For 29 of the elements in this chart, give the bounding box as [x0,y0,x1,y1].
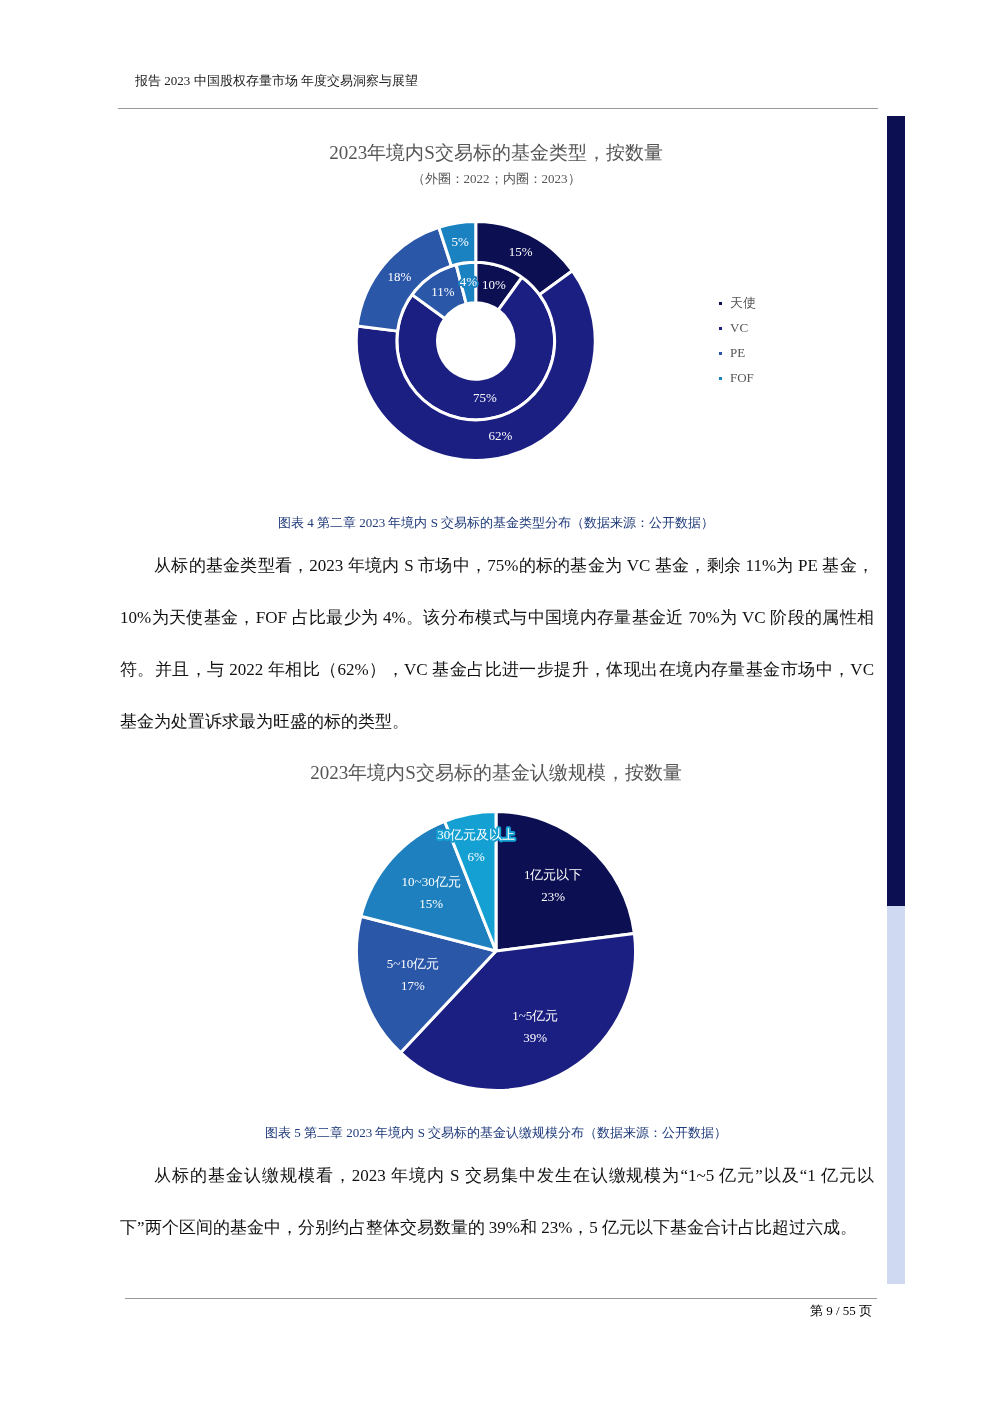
data-label: 39% [523,1030,548,1046]
data-label: 75% [472,390,497,406]
text: 图表 5 第二章 2023 年境内 S 交易标的基金认缴规模分布（数据来源：公开数据） [263,1124,729,1142]
text: 第 9 / 55 页 [809,1302,872,1320]
data-label: 6% [467,849,485,865]
data-label: 15% [508,244,533,260]
chart-title: 2023年境内S交易标的基金类型，按数量 [328,141,664,165]
chart-subtitle: （外圈：2022；内圈：2023） [410,170,582,188]
legend-label: PE [730,344,746,360]
data-label: 5% [451,234,470,250]
slice-label: 1亿元以下 [523,866,583,882]
slice-label: 1~5亿元 [512,1008,559,1024]
slice-label: 10~30亿元 [401,874,461,890]
data-label: 15% [419,896,444,912]
data-label: 62% [488,428,513,444]
text: 报告 2023 中国股权存量市场 年度交易洞察与展望 [135,72,418,90]
data-label: 17% [401,977,426,993]
text: 从标的基金认缴规模看，2023 年境内 S 交易集中发生在认缴规模为“1~5 亿元”以及“1 亿元以下”两个区间的基金中，分别约占整体交易数量的 39%和 23%，5 亿元以下基金合计占比超过六成。 [120,1166,874,1237]
legend-label: FOF [730,369,754,385]
data-label: 10% [481,276,506,292]
data-label: 18% [387,269,412,285]
chart-title: 2023年境内S交易标的基金认缴规模，按数量 [309,761,683,785]
legend-label: VC [730,319,749,335]
data-label: 23% [541,888,566,904]
text: 图表 4 第二章 2023 年境内 S 交易标的基金类型分布（数据来源：公开数据） [276,514,716,532]
legend-label: 天使 [730,294,756,310]
slice-label: 5~10亿元 [386,955,440,971]
text: 从标的基金类型看，2023 年境内 S 市场中，75%的标的基金为 VC 基金，剩余 11%为 PE 基金，10%为天使基金，FOF 占比最少为 4%。该分布模式与中国境内存量基金近 70%为 VC 阶段的属性相符。并且，与 2022 年相比（62%），VC 基金占比进一步提升，体现出在境内存量基金市场中，VC 基金为处置诉求最为旺盛的标的类型。 [120,556,874,731]
data-label: 11% [431,283,455,299]
